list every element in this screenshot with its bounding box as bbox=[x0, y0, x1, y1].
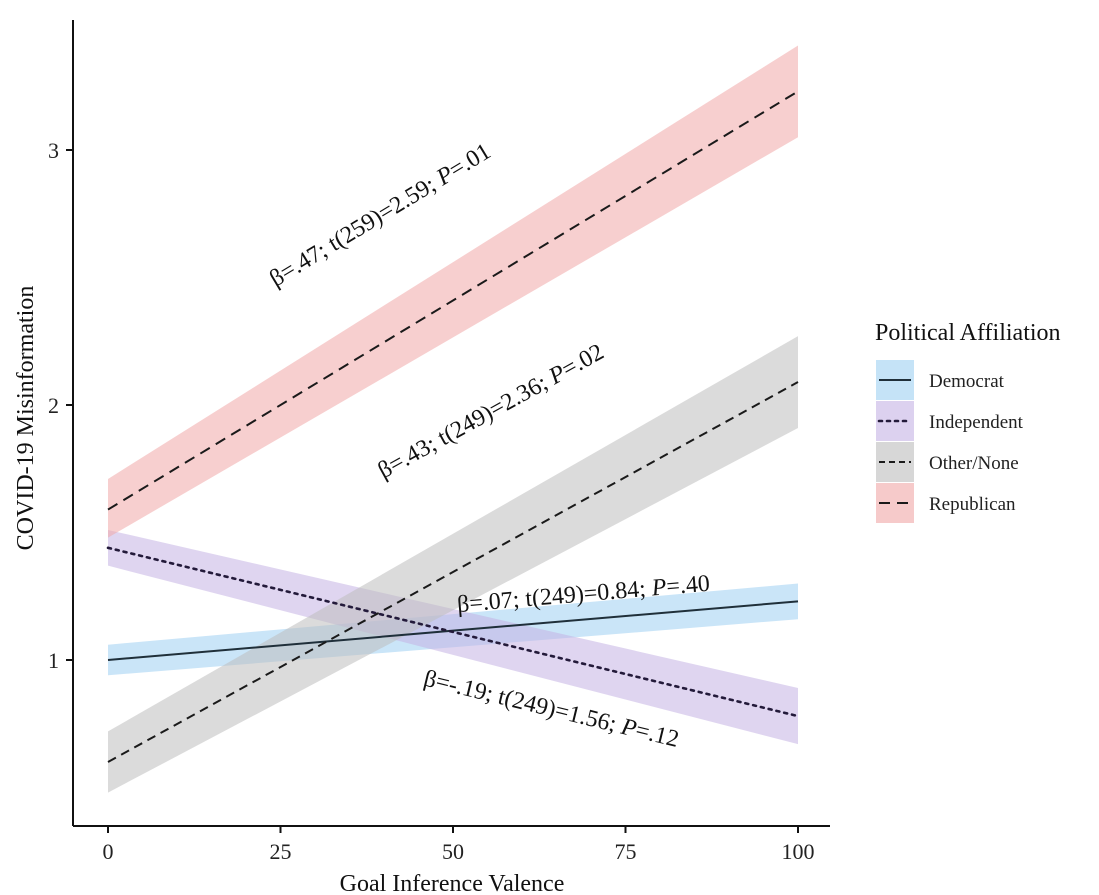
legend-item-other-none: Other/None bbox=[876, 442, 1019, 482]
legend-title: Political Affiliation bbox=[875, 320, 1061, 346]
legend-label-democrat: Democrat bbox=[929, 371, 1005, 392]
regression-lines bbox=[106, 90, 800, 763]
y-axis-label: COVID-19 Misinformation bbox=[13, 286, 39, 551]
legend-label-republican: Republican bbox=[929, 494, 1016, 515]
legend-item-independent: Independent bbox=[876, 401, 1024, 441]
axes: 0 25 50 75 100 1 2 3 bbox=[48, 20, 830, 864]
ci-band-other-none bbox=[108, 336, 798, 793]
y-tick-label: 3 bbox=[48, 138, 59, 163]
y-tick-label: 2 bbox=[48, 393, 59, 418]
x-axis-label: Goal Inference Valence bbox=[340, 871, 565, 895]
x-tick-label: 25 bbox=[270, 839, 292, 864]
x-tick-label: 50 bbox=[442, 839, 464, 864]
x-tick-label: 100 bbox=[782, 839, 815, 864]
line-independent bbox=[106, 546, 800, 718]
legend: Political Affiliation Democrat Independen… bbox=[875, 320, 1061, 523]
line-republican bbox=[107, 90, 799, 511]
x-tick-label: 0 bbox=[103, 839, 114, 864]
y-tick-label: 1 bbox=[48, 648, 59, 673]
legend-label-independent: Independent bbox=[929, 412, 1024, 433]
x-tick-label: 75 bbox=[615, 839, 637, 864]
ci-band-independent bbox=[108, 529, 798, 745]
ci-band-republican bbox=[108, 45, 798, 538]
legend-item-republican: Republican bbox=[876, 483, 1016, 523]
line-other-none bbox=[107, 381, 799, 763]
legend-item-democrat: Democrat bbox=[876, 360, 1005, 400]
confidence-bands bbox=[108, 45, 798, 793]
legend-label-other-none: Other/None bbox=[929, 453, 1019, 474]
